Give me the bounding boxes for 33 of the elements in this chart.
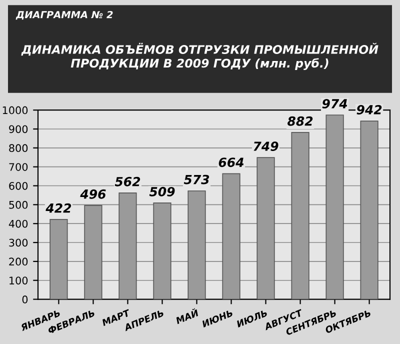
bar (222, 173, 240, 300)
data-label: 422 (46, 203, 72, 213)
y-tick-label: 700 (9, 163, 28, 171)
bar (84, 205, 102, 300)
data-label: 562 (114, 176, 140, 186)
bar (153, 202, 172, 300)
data-label: 509 (149, 186, 175, 196)
y-tick-label: 100 (10, 276, 28, 284)
bar (256, 157, 275, 300)
y-tick-label: 900 (9, 125, 28, 134)
data-label: 942 (356, 105, 382, 114)
data-label: 496 (80, 189, 106, 199)
data-label: 882 (288, 116, 313, 126)
y-tick-label: 600 (9, 182, 28, 190)
y-tick-label: 1000 (2, 106, 28, 114)
data-label: 664 (218, 158, 244, 168)
bar (118, 192, 137, 300)
y-tick-label: 400 (8, 220, 28, 228)
chart-title: ДИНАМИКА ОБЪЁМОВ ОТГРУЗКИ ПРОМЫШЛЕННОЙ ПРОДУКЦИИ В 2009 ГОДУ (млн. руб.) (21, 42, 378, 70)
y-tick-label: 0 (22, 296, 28, 304)
y-tick-label: 200 (9, 258, 28, 266)
bar (360, 120, 378, 300)
data-label: 974 (322, 98, 348, 108)
bar (291, 132, 310, 300)
y-tick-label: 500 (9, 200, 28, 209)
y-tick-label: 800 (9, 144, 28, 152)
chart-subtitle: ДИАГРАММА № 2 (16, 10, 113, 20)
bar (326, 114, 344, 300)
data-label: 573 (184, 174, 210, 184)
bar (50, 219, 68, 300)
data-label: 749 (254, 142, 278, 151)
y-tick-label: 300 (9, 238, 28, 247)
bar (188, 190, 206, 300)
